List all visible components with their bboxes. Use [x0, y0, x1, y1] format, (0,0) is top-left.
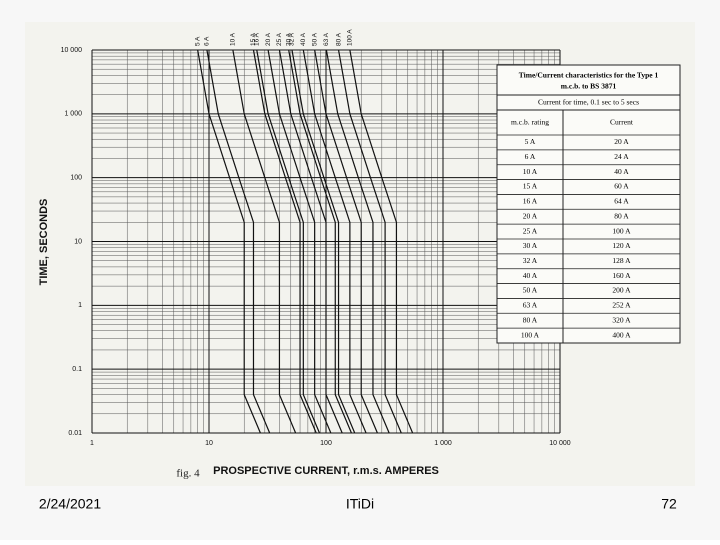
table-cell: 80 A: [614, 211, 629, 220]
table-cell: 40 A: [523, 271, 538, 280]
curve-label: 15 A: [250, 32, 257, 46]
table-title: m.c.b. to BS 3871: [561, 82, 617, 91]
curve-label: 30 A: [285, 32, 292, 46]
table-cell: 400 A: [612, 330, 631, 339]
curve: [256, 49, 321, 434]
x-tick-label: 10: [205, 440, 213, 447]
x-tick-label: 10 000: [549, 440, 571, 447]
table-cell: 16 A: [523, 197, 538, 206]
curve: [252, 49, 317, 434]
table-cell: 128 A: [612, 256, 631, 265]
x-tick-label: 1: [90, 440, 94, 447]
table-cell: 120 A: [612, 241, 631, 250]
y-tick-label: 1: [78, 302, 82, 309]
curve: [206, 49, 271, 434]
y-tick-label: 10 000: [61, 47, 83, 54]
curve: [349, 49, 414, 434]
table-title: Time/Current characteristics for the Typ…: [519, 71, 659, 80]
y-tick-label: 0.01: [68, 430, 82, 437]
table-cell: 320 A: [612, 315, 631, 324]
curve-label: 63 A: [323, 32, 330, 46]
curve: [325, 49, 390, 434]
curve-label: 50 A: [311, 32, 318, 46]
table-cell: 15 A: [523, 182, 538, 191]
table-cell: 160 A: [612, 271, 631, 280]
table-cell: 252 A: [612, 301, 631, 310]
curve: [288, 49, 352, 434]
table-cell: 25 A: [523, 226, 538, 235]
table-cell: 20 A: [523, 211, 538, 220]
curve-label: 16 A: [253, 32, 260, 46]
curve: [197, 49, 261, 434]
x-tick-label: 1 000: [434, 440, 452, 447]
curve-label: 5 A: [194, 36, 201, 46]
curve: [302, 49, 367, 434]
y-axis-label: TIME, SECONDS: [38, 199, 50, 286]
curve-label: 20 A: [265, 32, 272, 46]
x-axis-label: PROSPECTIVE CURRENT, r.m.s. AMPERES: [213, 465, 439, 477]
curve-label: 80 A: [335, 32, 342, 46]
table-cell: 20 A: [614, 137, 629, 146]
curve-label: 32 A: [289, 32, 296, 46]
curve: [278, 49, 343, 434]
curve: [337, 49, 402, 434]
y-tick-label: 0.1: [72, 366, 82, 373]
x-tick-label: 100: [320, 440, 332, 447]
y-tick-label: 100: [70, 175, 82, 182]
y-tick-label: 1 000: [64, 111, 82, 118]
table-cell: 100 A: [521, 330, 540, 339]
table-cell: 24 A: [614, 152, 629, 161]
table-cell: 100 A: [612, 226, 631, 235]
curve: [267, 49, 332, 434]
curve-label: 10 A: [230, 32, 237, 46]
table-cell: 63 A: [523, 301, 538, 310]
table-cell: 32 A: [523, 256, 538, 265]
table-frame: [496, 64, 681, 344]
table-cell: 40 A: [614, 167, 629, 176]
table: Time/Current characteristics for the Typ…: [496, 64, 681, 344]
table-cell: 6 A: [525, 152, 536, 161]
curve: [291, 49, 356, 434]
table-cell: 80 A: [523, 315, 538, 324]
y-tick-label: 10: [74, 238, 82, 245]
table-cell: 30 A: [523, 241, 538, 250]
annotation: fig. 4: [176, 468, 200, 480]
table-header: Current: [610, 118, 634, 127]
curve: [232, 49, 297, 434]
footer-page: 72: [661, 496, 677, 512]
table-cell: 50 A: [523, 286, 538, 295]
table-cell: 60 A: [614, 182, 629, 191]
table-cell: 64 A: [614, 197, 629, 206]
footer-date: 2/24/2021: [39, 496, 101, 512]
curve: [314, 49, 378, 434]
curve-label: 100 A: [347, 29, 354, 46]
table-cell: 10 A: [523, 167, 538, 176]
table-subtitle: Current for time, 0.1 sec to 5 secs: [538, 98, 639, 107]
table-header: m.c.b. rating: [511, 118, 549, 127]
curve-label: 25 A: [276, 32, 283, 46]
curve-label: 40 A: [300, 32, 307, 46]
footer-center: ITiDi: [346, 496, 374, 512]
plot: 1 10 100 1 000 10 000 0.01 0.1 1 10 100 1 000 10 00…: [61, 29, 571, 447]
table-cell: 200 A: [612, 286, 631, 295]
curve-label: 6 A: [204, 36, 211, 46]
table-cell: 5 A: [525, 137, 536, 146]
